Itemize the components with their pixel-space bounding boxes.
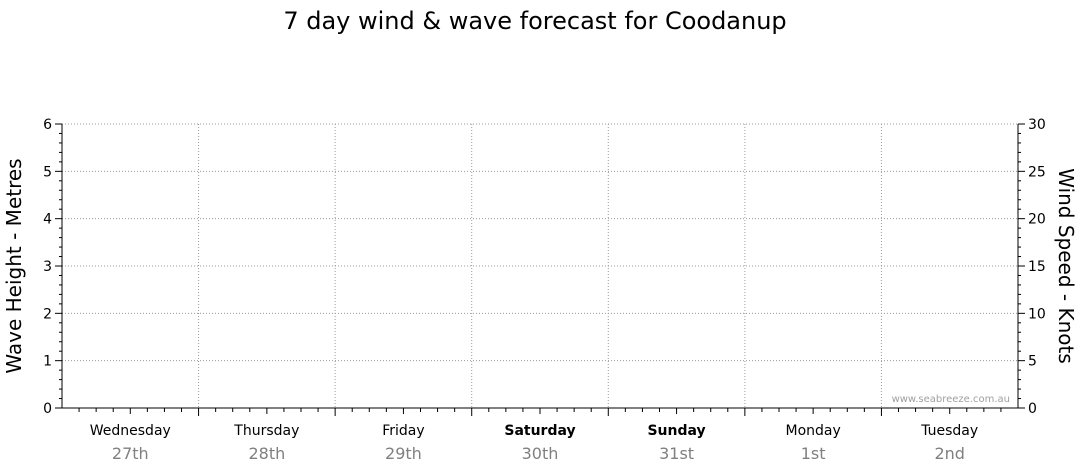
day-date-label: 31st: [659, 444, 694, 463]
left-tick-label: 1: [43, 354, 52, 370]
day-labels: Wednesday 27th Thursday 28th Friday 29th Satur…: [90, 423, 978, 463]
day-date-label: 27th: [112, 444, 149, 463]
day-date-label: 29th: [385, 444, 422, 463]
day-name-label: Thursday: [233, 423, 299, 439]
left-tick-label: 4: [43, 212, 52, 228]
chart-title: 7 day wind & wave forecast for Coodanup: [283, 7, 786, 35]
right-tick-label: 10: [1028, 306, 1046, 322]
day-name-label: Sunday: [647, 423, 705, 439]
right-tick-label: 25: [1028, 164, 1046, 180]
day-name-label: Saturday: [504, 423, 575, 439]
day-date-label: 2nd: [934, 444, 964, 463]
day-name-label: Friday: [382, 423, 424, 439]
day-date-label: 30th: [522, 444, 559, 463]
right-tick-label: 5: [1028, 354, 1037, 370]
day-name-label: Monday: [786, 423, 841, 439]
right-axis-title: Wind Speed - Knots: [1054, 168, 1078, 364]
day-name-label: Wednesday: [90, 423, 171, 439]
right-axis-ticks: 0 5 10 15 20 25 30: [1018, 117, 1046, 417]
day-name-label: Tuesday: [920, 423, 978, 439]
left-tick-label: 2: [43, 306, 52, 322]
right-tick-label: 20: [1028, 212, 1046, 228]
left-tick-label: 0: [43, 401, 52, 417]
day-date-label: 28th: [248, 444, 285, 463]
right-tick-label: 30: [1028, 117, 1046, 133]
watermark-text: www.seabreeze.com.au: [892, 394, 1010, 405]
day-date-label: 1st: [801, 444, 826, 463]
left-axis-title: Wave Height - Metres: [2, 158, 26, 373]
left-tick-label: 6: [43, 117, 52, 133]
left-tick-label: 5: [43, 164, 52, 180]
gridlines: [62, 123, 1018, 408]
right-tick-label: 15: [1028, 259, 1046, 275]
left-tick-label: 3: [43, 259, 52, 275]
left-axis-ticks: 0 1 2 3 4 5 6: [43, 117, 62, 417]
axes: [61, 124, 1019, 416]
right-tick-label: 0: [1028, 401, 1037, 417]
